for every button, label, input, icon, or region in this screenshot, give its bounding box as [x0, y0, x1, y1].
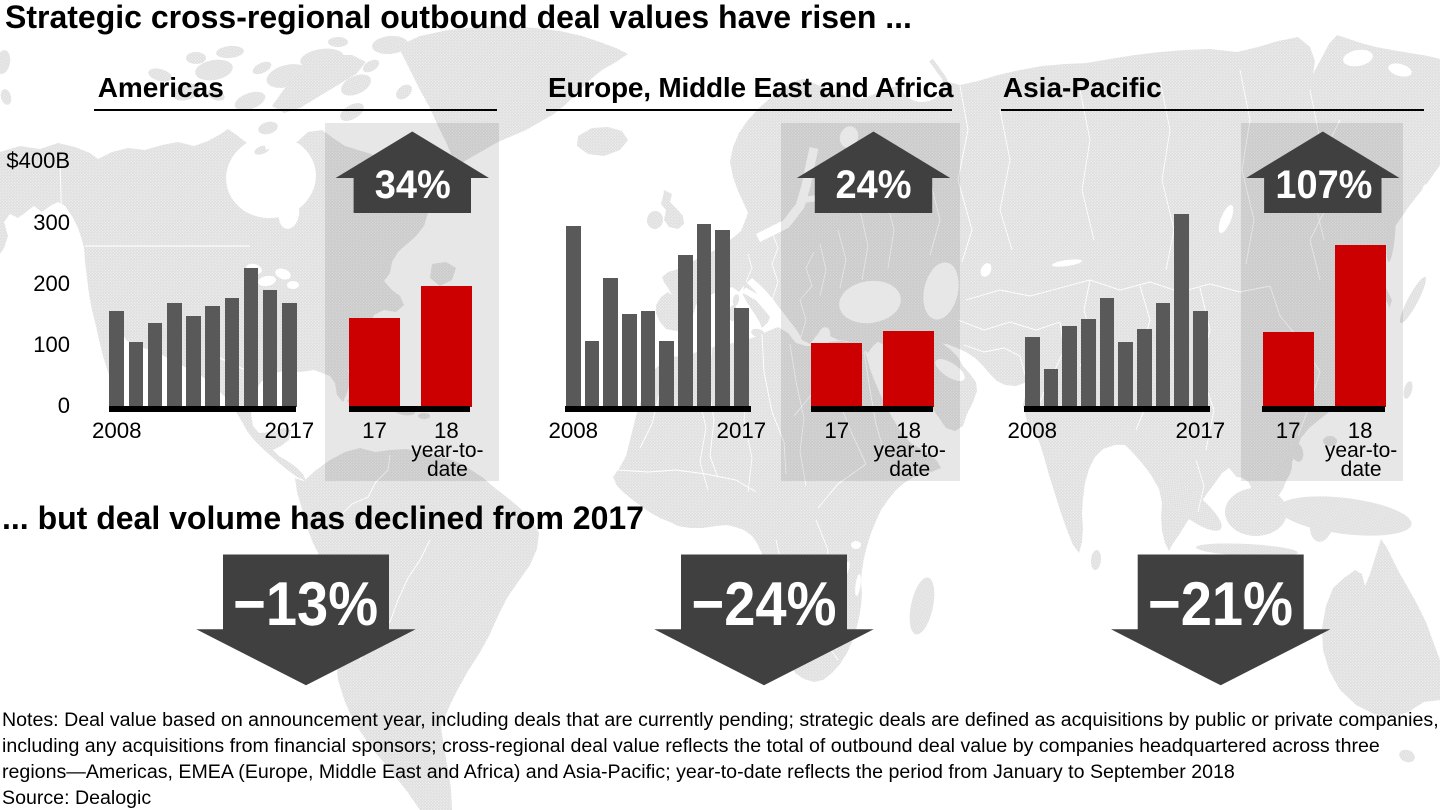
svg-text:−24%: −24% [692, 570, 837, 639]
svg-text:107%: 107% [1275, 163, 1372, 207]
svg-text:24%: 24% [836, 163, 912, 207]
svg-text:−13%: −13% [233, 570, 378, 639]
svg-text:34%: 34% [375, 163, 451, 207]
svg-text:−21%: −21% [1148, 570, 1293, 639]
